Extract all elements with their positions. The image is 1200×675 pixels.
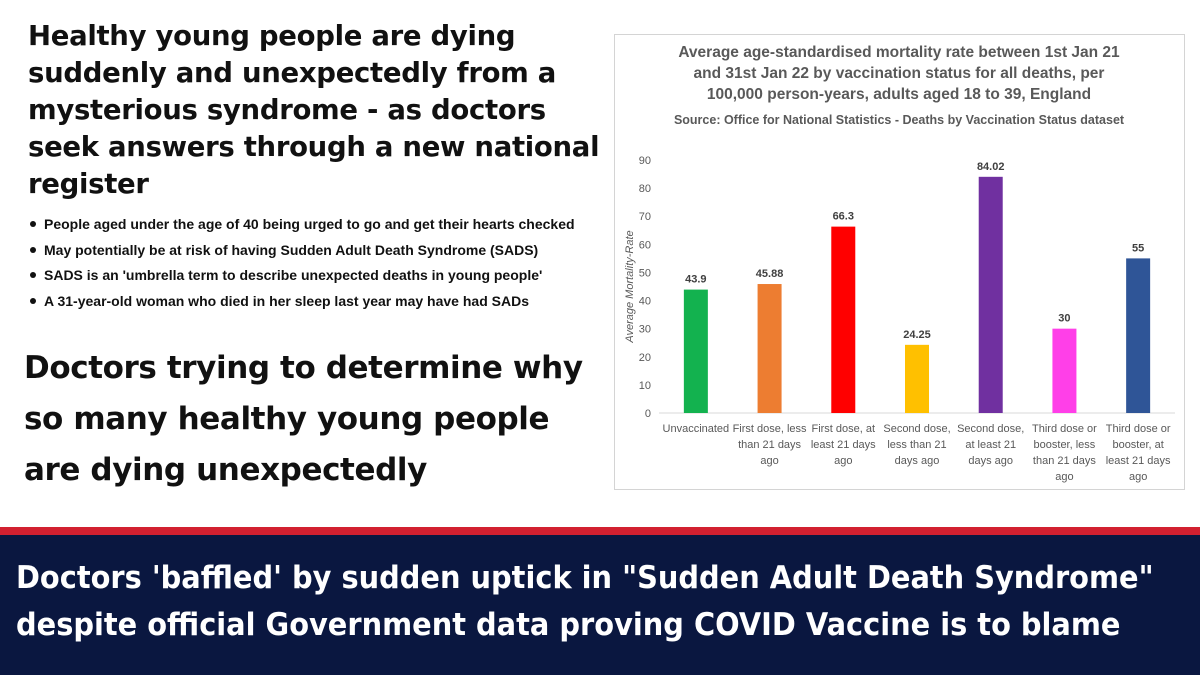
subheadline: Doctors trying to determine why so many … bbox=[24, 350, 583, 488]
banner-line-1: Doctors 'baffled' by sudden uptick in "S… bbox=[16, 560, 1154, 596]
x-tick-label: Second dose, bbox=[957, 423, 1024, 435]
bar bbox=[978, 176, 1003, 413]
bar bbox=[831, 226, 856, 413]
bar bbox=[683, 289, 708, 413]
y-tick-label: 50 bbox=[639, 267, 651, 279]
x-tick-label: booster, at bbox=[1112, 439, 1163, 451]
x-tick-label: least 21 days bbox=[811, 439, 876, 451]
x-tick-label: Second dose, bbox=[883, 423, 950, 435]
x-tick-label: ago bbox=[1055, 471, 1073, 483]
x-tick-label: Third dose or bbox=[1032, 423, 1097, 435]
data-label: 45.88 bbox=[756, 268, 784, 280]
y-tick-label: 20 bbox=[639, 352, 651, 364]
x-tick-label: ago bbox=[834, 455, 852, 467]
chart-title-line: Average age-standardised mortality rate … bbox=[678, 44, 1120, 61]
x-tick-label: Unvaccinated bbox=[663, 423, 730, 435]
bar bbox=[1052, 328, 1077, 413]
bullet-text: People aged under the age of 40 being ur… bbox=[44, 216, 575, 232]
x-tick-label: booster, less bbox=[1034, 439, 1096, 451]
y-tick-label: 10 bbox=[639, 380, 651, 392]
banner-divider bbox=[0, 527, 1200, 535]
banner-line-2: despite official Government data proving… bbox=[16, 607, 1121, 643]
bullet-item: SADS is an 'umbrella term to describe un… bbox=[30, 263, 615, 289]
y-axis-label: Average Mortality-Rate bbox=[624, 230, 636, 343]
x-tick-label: First dose, less bbox=[733, 423, 807, 435]
bullet-text: May potentially be at risk of having Sud… bbox=[44, 241, 539, 258]
bullet-dot-icon bbox=[30, 272, 36, 278]
bar bbox=[1126, 258, 1151, 413]
x-tick-label: at least 21 bbox=[965, 439, 1016, 451]
x-tick-label: least 21 days bbox=[1106, 455, 1171, 467]
data-label: 30 bbox=[1058, 313, 1070, 325]
chart-subtitle: Source: Office for National Statistics -… bbox=[674, 113, 1125, 127]
x-tick-label: ago bbox=[760, 455, 778, 467]
y-tick-label: 0 bbox=[645, 408, 651, 420]
bar bbox=[905, 344, 929, 413]
chart-title-line: 100,000 person-years, adults aged 18 to … bbox=[707, 86, 1091, 103]
y-tick-label: 70 bbox=[639, 211, 651, 223]
y-tick-label: 30 bbox=[639, 324, 651, 336]
data-label: 55 bbox=[1132, 242, 1144, 254]
bullet-dot-icon bbox=[30, 221, 36, 227]
bullet-list: People aged under the age of 40 being ur… bbox=[30, 212, 615, 314]
y-tick-label: 60 bbox=[639, 239, 651, 251]
data-label: 84.02 bbox=[977, 161, 1005, 173]
bullet-dot-icon bbox=[30, 297, 36, 304]
x-tick-label: less than 21 bbox=[887, 439, 946, 451]
bullet-text: A 31-year-old woman who died in her slee… bbox=[44, 292, 529, 309]
chart-svg: Average age-standardised mortality rate … bbox=[624, 44, 1175, 483]
x-tick-label: than 21 days bbox=[1033, 455, 1096, 467]
y-tick-label: 40 bbox=[639, 296, 651, 308]
banner-text: Doctors 'baffled' by sudden uptick in "S… bbox=[16, 555, 1154, 649]
data-label: 66.3 bbox=[833, 211, 854, 223]
bullet-dot-icon bbox=[30, 246, 36, 253]
x-tick-label: than 21 days bbox=[738, 439, 801, 451]
bullet-item: May potentially be at risk of having Sud… bbox=[30, 238, 615, 264]
bullet-item: People aged under the age of 40 being ur… bbox=[30, 212, 615, 238]
caption-banner: Doctors 'baffled' by sudden uptick in "S… bbox=[0, 535, 1200, 675]
x-tick-label: days ago bbox=[968, 455, 1013, 467]
data-label: 24.25 bbox=[903, 329, 931, 341]
x-tick-label: ago bbox=[1129, 471, 1147, 483]
chart-title-line: and 31st Jan 22 by vaccination status fo… bbox=[694, 65, 1105, 82]
bullet-item: A 31-year-old woman who died in her slee… bbox=[30, 289, 615, 315]
article-headline: Healthy young people are dying suddenly … bbox=[28, 20, 600, 200]
bar bbox=[757, 284, 782, 413]
y-tick-label: 80 bbox=[639, 183, 651, 195]
x-tick-label: First dose, at bbox=[811, 423, 875, 435]
data-label: 43.9 bbox=[685, 274, 706, 286]
y-tick-label: 90 bbox=[639, 155, 651, 167]
x-tick-label: days ago bbox=[895, 455, 940, 467]
bullet-text: SADS is an 'umbrella term to describe un… bbox=[44, 267, 543, 283]
x-tick-label: Third dose or bbox=[1106, 423, 1171, 435]
mortality-chart: Average age-standardised mortality rate … bbox=[614, 34, 1185, 490]
